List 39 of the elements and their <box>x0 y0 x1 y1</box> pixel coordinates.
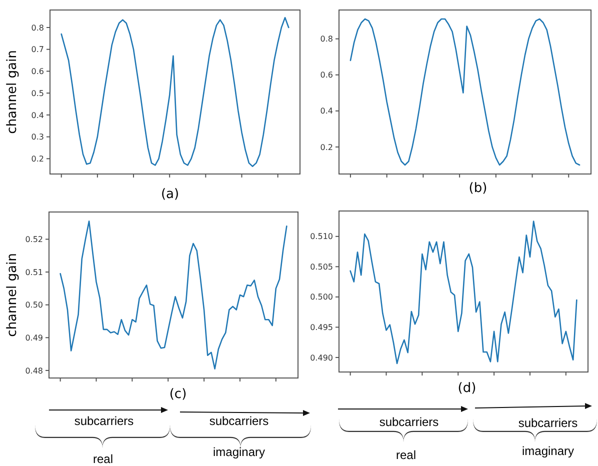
text: real <box>396 448 416 462</box>
y-tick-label: 0.8 <box>31 23 44 32</box>
y-tick-label: 0.5 <box>31 88 44 98</box>
y-tick-label: 0.7 <box>31 45 44 54</box>
y-tick-label: 0.490 <box>310 353 333 362</box>
y-tick-label: 0.510 <box>310 232 333 242</box>
y-tick-label: 0.49 <box>25 333 43 342</box>
y-tick-label: 0.2 <box>320 142 333 152</box>
y-tick-label: 0.50 <box>25 300 43 310</box>
y-tick-label: 0.500 <box>310 292 333 302</box>
y-axis-title: channel gain <box>5 50 20 134</box>
text: subcarriers <box>209 414 269 428</box>
text: imaginary <box>522 444 574 458</box>
y-tick-label: 0.4 <box>320 106 333 116</box>
y-tick-label: 0.52 <box>25 235 43 244</box>
y-tick-label: 0.4 <box>31 110 44 120</box>
y-axis-title: channel gain <box>5 253 20 337</box>
line-series <box>350 18 580 166</box>
text: real <box>92 452 114 466</box>
text: (d) <box>458 381 476 396</box>
y-tick-label: 0.51 <box>25 268 43 277</box>
y-tick-label: 0.8 <box>320 34 333 44</box>
y-tick-label: 0.505 <box>310 262 333 272</box>
y-tick-label: 0.48 <box>25 366 43 376</box>
text: subcarriers <box>74 414 134 428</box>
y-tick-label: 0.495 <box>310 323 333 332</box>
y-tick-label: 0.6 <box>320 70 333 80</box>
text: (a) <box>160 187 180 202</box>
text: (b) <box>468 181 488 196</box>
text: subcarriers <box>518 416 578 430</box>
text: subcarriers <box>379 415 439 429</box>
y-tick-label: 0.6 <box>31 67 44 76</box>
y-tick-label: 0.3 <box>31 132 44 142</box>
line-series <box>350 220 578 364</box>
text: imaginary <box>212 445 266 459</box>
line-series <box>60 17 290 167</box>
y-tick-label: 0.2 <box>31 154 44 164</box>
text: (c) <box>169 387 187 402</box>
line-series <box>60 220 288 370</box>
